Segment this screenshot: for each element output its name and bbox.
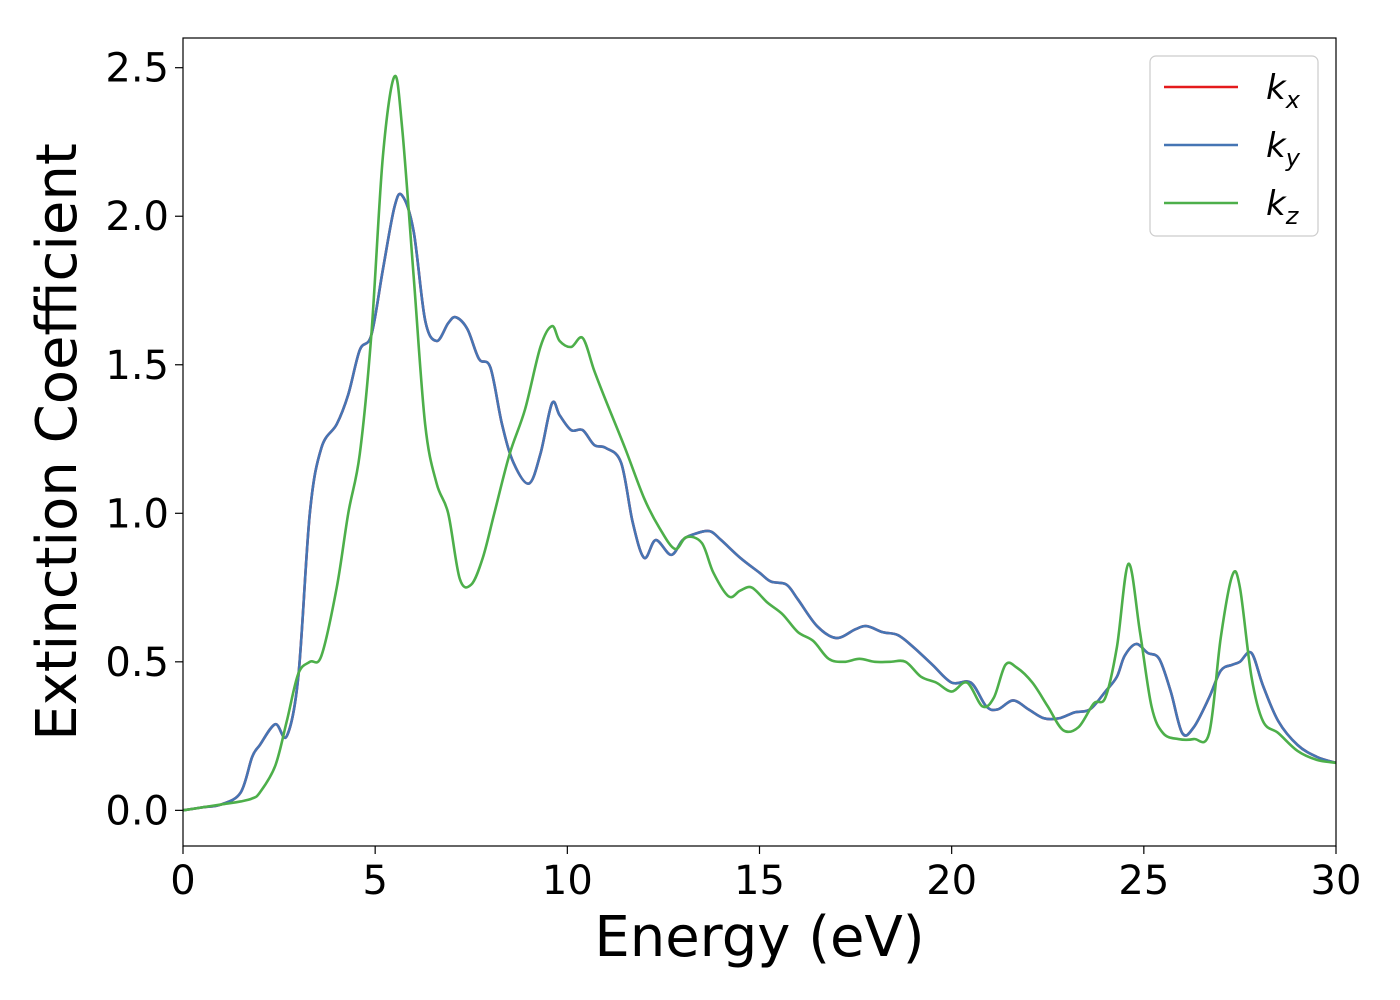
y-axis-label: Extinction Coefficient	[25, 143, 90, 741]
legend-label-x: kx	[1266, 68, 1301, 114]
y-axis-ticks: 0.0 0.5 1.0 1.5 2.0 2.5	[105, 46, 183, 834]
x-tick-label: 15	[734, 858, 785, 904]
y-tick-label: 1.0	[105, 491, 169, 537]
x-axis-ticks: 0 5 10 15 20 25 30	[170, 846, 1361, 904]
legend: kx ky kz	[1149, 55, 1319, 237]
y-tick-label: 2.5	[105, 46, 169, 92]
x-tick-label: 25	[1118, 858, 1169, 904]
legend-label-z: kz	[1266, 184, 1300, 230]
y-tick-label: 0.5	[105, 640, 169, 686]
x-axis-label: Energy (eV)	[594, 905, 924, 970]
y-tick-label: 1.5	[105, 343, 169, 389]
plot-frame	[182, 37, 1337, 847]
x-tick-label: 5	[362, 858, 387, 904]
x-tick-label: 10	[542, 858, 593, 904]
x-tick-label: 20	[926, 858, 977, 904]
legend-label-y: ky	[1266, 126, 1301, 172]
series-line-z	[183, 74, 1336, 812]
x-tick-label: 0	[170, 858, 195, 904]
y-tick-label: 2.0	[105, 194, 169, 240]
x-tick-label: 30	[1311, 858, 1362, 904]
y-tick-label: 0.0	[105, 788, 169, 834]
series-layer	[183, 74, 1336, 812]
